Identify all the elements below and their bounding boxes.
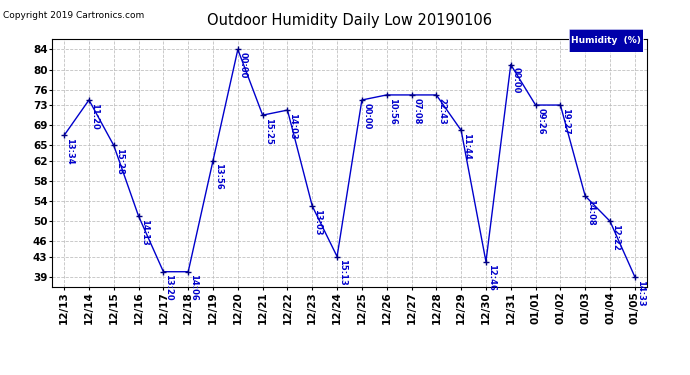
Text: 00:00: 00:00 [512,68,521,94]
Text: 12:22: 12:22 [611,224,620,251]
Text: 07:08: 07:08 [413,98,422,124]
Text: 00:00: 00:00 [363,103,372,129]
Text: 10:56: 10:56 [388,98,397,124]
Text: 14:33: 14:33 [636,279,645,306]
Text: 15:28: 15:28 [115,148,124,175]
Text: 09:26: 09:26 [537,108,546,135]
Text: 14:08: 14:08 [586,199,595,225]
Text: 12:46: 12:46 [487,264,496,291]
Text: 15:13: 15:13 [338,260,347,286]
Text: 19:27: 19:27 [562,108,571,135]
Text: 13:03: 13:03 [313,209,322,236]
Title: Outdoor Humidity Daily Low 20190106: Outdoor Humidity Daily Low 20190106 [207,13,492,28]
Text: 11:44: 11:44 [462,133,471,160]
Text: 11:20: 11:20 [90,103,99,129]
Text: 13:20: 13:20 [164,274,173,301]
Text: Copyright 2019 Cartronics.com: Copyright 2019 Cartronics.com [3,11,145,20]
Text: 13:34: 13:34 [66,138,75,165]
Text: 13:56: 13:56 [214,164,223,190]
Text: 15:25: 15:25 [264,118,273,145]
Text: 22:43: 22:43 [437,98,446,124]
Text: 14:06: 14:06 [189,274,198,301]
Text: 14:13: 14:13 [139,219,148,246]
Text: 14:03: 14:03 [288,113,297,140]
Text: 00:00: 00:00 [239,52,248,79]
